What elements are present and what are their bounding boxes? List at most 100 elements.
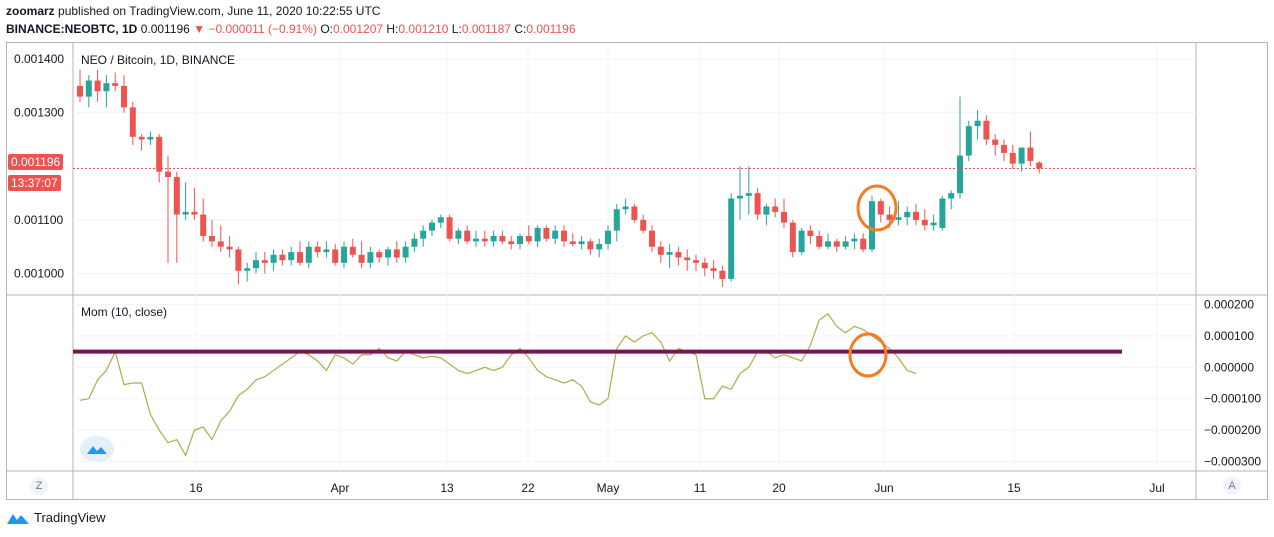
candle-body xyxy=(816,236,823,247)
zoom-toggle-button[interactable]: Z xyxy=(30,477,48,495)
candle-body xyxy=(288,252,295,261)
candle-body xyxy=(983,120,990,140)
candle-body xyxy=(270,254,277,263)
candle-body xyxy=(138,136,145,140)
candle-body xyxy=(499,236,506,242)
candle-body xyxy=(437,217,444,223)
price-change: −0.000011 (−0.91%) xyxy=(208,22,317,36)
candle-body xyxy=(974,120,981,127)
open-value: 0.001207 xyxy=(332,22,384,36)
candle-body xyxy=(833,241,840,247)
open-label: O: xyxy=(320,22,333,36)
candle-body xyxy=(1027,147,1034,161)
candle-body xyxy=(85,80,92,97)
candle-body xyxy=(393,249,400,258)
time-tick-label: 16 xyxy=(189,481,203,495)
candle-body xyxy=(261,260,268,263)
candle-body xyxy=(745,193,752,196)
indicator-pane-title[interactable]: Mom (10, close) xyxy=(81,305,168,319)
symbol-label: BINANCE:NEOBTC, 1D xyxy=(6,22,138,36)
candle-body xyxy=(77,85,83,97)
candle-body xyxy=(992,139,999,145)
time-tick-label: 20 xyxy=(772,481,786,495)
candle-body xyxy=(939,198,946,228)
candle-body xyxy=(631,206,638,220)
candle-body xyxy=(200,214,207,237)
indicator-tick-label: −0.000200 xyxy=(1204,423,1261,437)
candle-body xyxy=(1001,144,1007,153)
candle-body xyxy=(464,230,471,242)
candle-body xyxy=(886,214,893,220)
close-label: C: xyxy=(514,22,527,36)
candle-body xyxy=(613,209,620,231)
auto-scale-button[interactable]: A xyxy=(1223,477,1241,495)
candle-body xyxy=(842,241,849,247)
candle-body xyxy=(446,217,453,239)
annotation-circle-momentum xyxy=(848,332,888,378)
momentum-line xyxy=(79,313,917,457)
tradingview-logo-icon xyxy=(7,513,29,524)
candle-body xyxy=(297,252,303,263)
candle-body xyxy=(455,230,462,239)
candle-body xyxy=(226,246,233,250)
candle-body xyxy=(525,236,532,242)
candle-body xyxy=(332,249,339,263)
low-value: 0.001187 xyxy=(461,22,511,36)
candle-body xyxy=(904,211,911,218)
price-tick-label: 0.001000 xyxy=(14,267,64,281)
candle-body xyxy=(763,206,770,215)
chart-frame xyxy=(6,42,1268,500)
candle-body xyxy=(781,211,787,223)
candle-body xyxy=(877,201,884,215)
candle-body xyxy=(279,254,286,261)
time-tick-label: Jul xyxy=(1149,481,1164,495)
candle-body xyxy=(569,241,576,245)
candle-body xyxy=(217,241,224,247)
candle-body xyxy=(235,249,242,271)
candle-body xyxy=(473,238,479,242)
candle-body xyxy=(728,198,735,279)
candle-body xyxy=(860,238,867,250)
tradingview-logo[interactable]: TradingView xyxy=(6,510,106,525)
candle-body xyxy=(649,230,655,247)
time-tick-label: 13 xyxy=(440,481,454,495)
candle-body xyxy=(666,252,673,255)
candle-body xyxy=(1018,147,1025,164)
candle-body xyxy=(948,193,955,199)
candle-body xyxy=(420,230,427,239)
candle-body xyxy=(411,238,418,247)
candle-body xyxy=(341,246,347,263)
candle-body xyxy=(517,236,523,245)
candle-body xyxy=(657,246,664,255)
publish-info: zoomarz published on TradingView.com, Ju… xyxy=(6,4,380,18)
publisher-name[interactable]: zoomarz xyxy=(6,4,55,18)
price-tick-label: 0.001100 xyxy=(14,213,63,227)
candle-body xyxy=(481,238,488,242)
price-tick-label: 0.001400 xyxy=(14,52,64,66)
candle-body xyxy=(895,217,902,220)
candle-body xyxy=(376,252,383,258)
candle-body xyxy=(789,222,796,253)
candle-body xyxy=(596,244,603,250)
time-tick-label: 11 xyxy=(694,481,707,495)
indicator-tick-label: −0.000300 xyxy=(1204,455,1261,469)
candle-body xyxy=(314,246,321,253)
candle-body xyxy=(605,230,611,245)
candle-body xyxy=(165,171,171,178)
high-label: H: xyxy=(386,22,399,36)
candle-body xyxy=(121,85,127,108)
candle-body xyxy=(710,268,717,271)
candle-body xyxy=(323,249,330,253)
candle-body xyxy=(173,177,180,215)
tradingview-cloud-icon[interactable] xyxy=(80,436,114,462)
candle-body xyxy=(851,238,858,242)
candle-body xyxy=(429,222,435,231)
time-tick-label: 22 xyxy=(521,481,535,495)
candle-body xyxy=(675,252,682,258)
candle-body xyxy=(182,211,189,215)
down-arrow-icon: ▼ xyxy=(193,22,206,36)
indicator-tick-label: −0.000100 xyxy=(1204,392,1261,406)
candle-body xyxy=(112,83,119,86)
main-pane-title[interactable]: NEO / Bitcoin, 1D, BINANCE xyxy=(81,53,236,67)
